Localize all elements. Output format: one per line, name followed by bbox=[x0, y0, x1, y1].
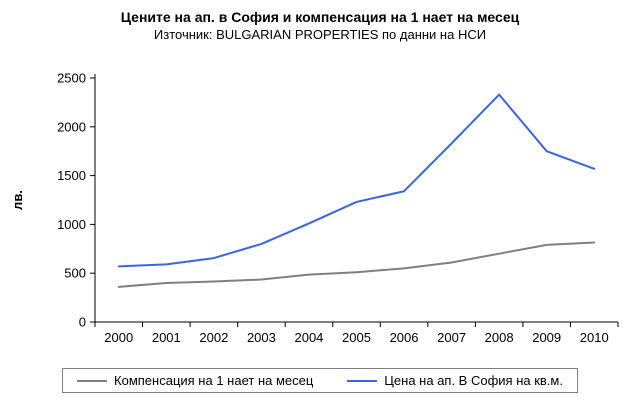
legend-item-1: Цена на ап. В София на кв.м. bbox=[347, 373, 563, 388]
y-tick-label: 500 bbox=[64, 266, 86, 281]
x-tick-label: 2001 bbox=[152, 330, 181, 345]
x-tick-label: 2003 bbox=[247, 330, 276, 345]
x-tick-label: 2006 bbox=[390, 330, 419, 345]
legend: Компенсация на 1 нает на месец Цена на ап… bbox=[62, 368, 578, 393]
x-tick-label: 2005 bbox=[342, 330, 371, 345]
legend-item-0: Компенсация на 1 нает на месец bbox=[77, 373, 313, 388]
x-tick-label: 2004 bbox=[294, 330, 323, 345]
y-axis-ticks: 0 500 1000 1500 2000 2500 bbox=[57, 71, 95, 330]
legend-line-marker bbox=[347, 379, 378, 382]
x-tick-label: 2007 bbox=[437, 330, 466, 345]
series-line-0 bbox=[117, 241, 596, 288]
y-tick-label: 1500 bbox=[57, 168, 86, 183]
x-axis-ticks: 2000 2001 2002 2003 2004 2005 2006 2007 2008 2009… bbox=[94, 322, 619, 345]
x-tick-label: 2000 bbox=[104, 330, 133, 345]
chart-canvas: 0 500 1000 1500 2000 2500 2000 2001 2002 2003 2004… bbox=[10, 71, 619, 345]
x-tick-label: 2010 bbox=[580, 330, 609, 345]
legend-label: Цена на ап. В София на кв.м. bbox=[384, 373, 563, 388]
chart-subtitle: Източник: BULGARIAN PROPERTIES по данни … bbox=[153, 27, 487, 42]
y-tick-label: 2000 bbox=[57, 119, 86, 134]
y-tick-label: 0 bbox=[79, 315, 86, 330]
y-axis-label: лв. bbox=[10, 190, 25, 210]
plot-area: 0 500 1000 1500 2000 2500 2000 2001 2002 2003 2004… bbox=[0, 46, 640, 358]
x-tick-label: 2002 bbox=[199, 330, 228, 345]
axes bbox=[94, 74, 618, 323]
legend-label: Компенсация на 1 нает на месец bbox=[114, 373, 314, 388]
x-tick-label: 2008 bbox=[485, 330, 514, 345]
y-tick-label: 2500 bbox=[57, 71, 86, 86]
chart-title: Цените на ап. в София и компенсация на 1… bbox=[120, 9, 520, 25]
series-line-1 bbox=[117, 93, 596, 268]
y-tick-label: 1000 bbox=[57, 217, 86, 232]
x-tick-label: 2009 bbox=[532, 330, 561, 345]
legend-line-marker bbox=[77, 379, 108, 382]
